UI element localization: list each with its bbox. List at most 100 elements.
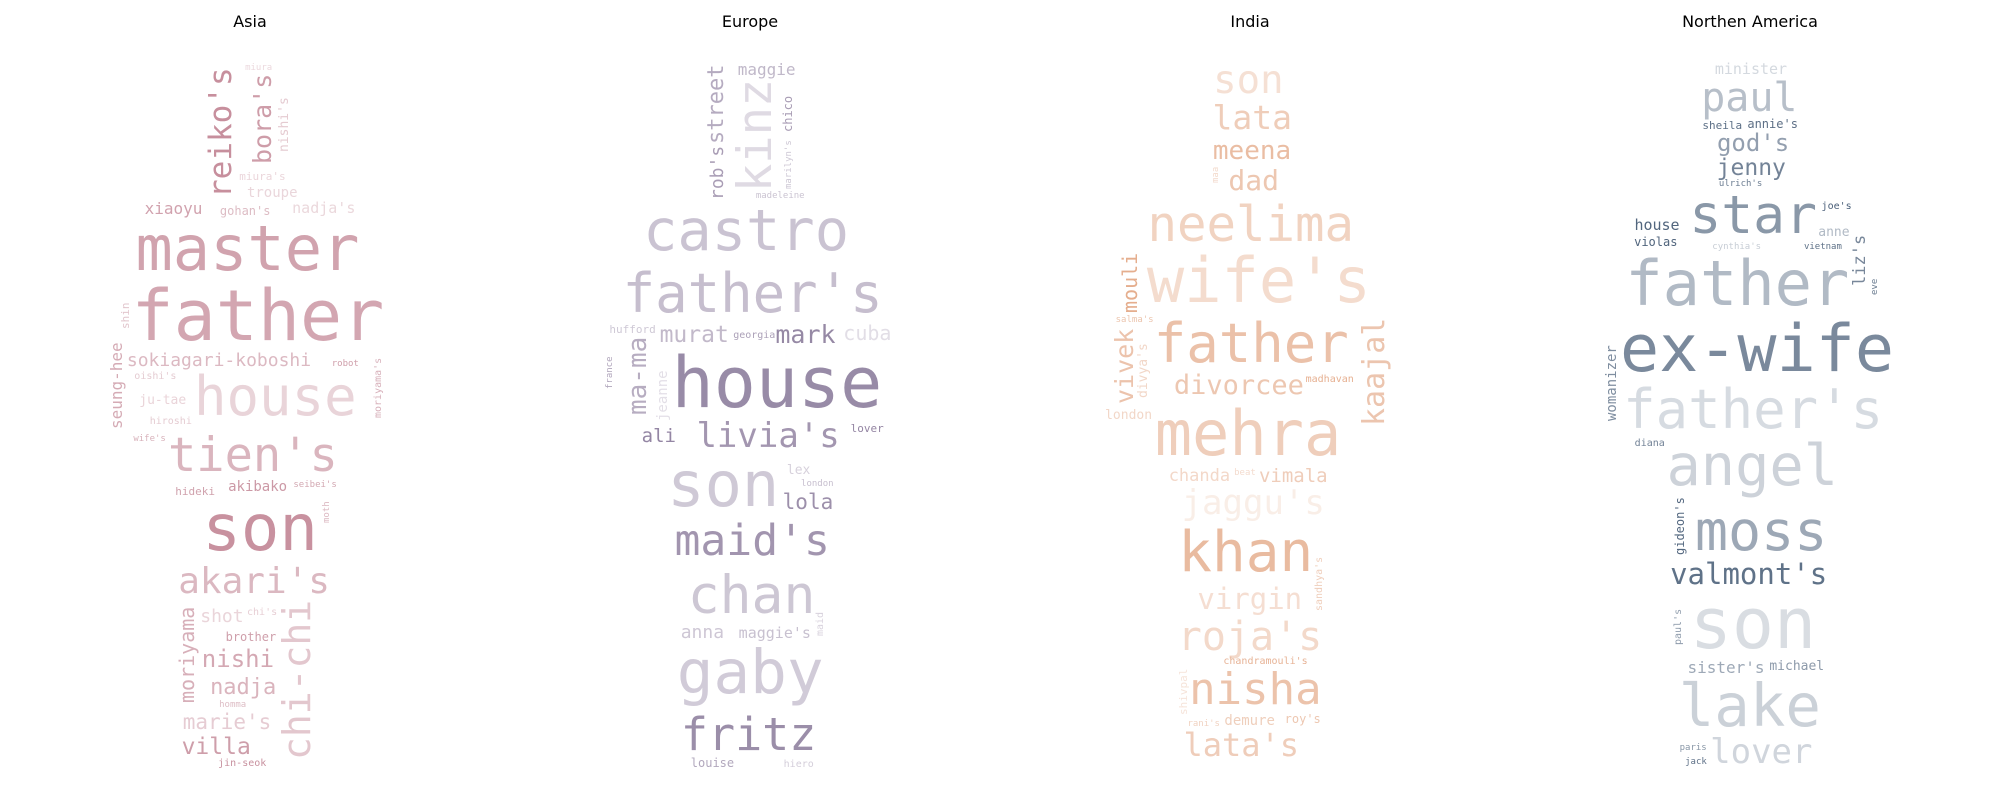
cloud-word: oishi's	[134, 371, 177, 383]
cloud-word: father	[1153, 311, 1349, 375]
cloud-word: seibei's	[293, 480, 337, 491]
cloud-word: hideki	[175, 484, 215, 498]
cloud-word: beat	[1234, 467, 1256, 478]
cloud-word: moss	[1694, 499, 1828, 564]
cloud-word: shot	[200, 606, 244, 628]
cloud-word: livia's	[696, 416, 840, 457]
panel-europe: Europe house son father's gaby castro chan kin…	[500, 0, 1000, 800]
cloud-word: father's	[1623, 377, 1884, 441]
cloud-word: rani's	[1187, 718, 1220, 729]
cloud-word: maid's	[674, 516, 830, 567]
panel-asia: Asia father master house son tien's chi-chi ak…	[0, 0, 500, 800]
cloud-word: ju-tae	[139, 392, 187, 408]
cloud-word: homma	[219, 699, 247, 710]
cloud-word: house	[671, 342, 883, 425]
cloud-word: paris	[1679, 742, 1707, 753]
cloud-word: nadja's	[292, 198, 356, 217]
cloud-word: gohan's	[219, 203, 271, 218]
cloud-word: ma-ma	[622, 336, 653, 415]
cloud-word: mark	[775, 319, 836, 349]
cloud-word: nadja	[210, 675, 277, 701]
cloud-word: liz's	[1850, 235, 1871, 287]
cloud-word: violas	[1634, 234, 1678, 249]
cloud-word: moriyama	[175, 606, 200, 703]
cloud-word: eve	[1869, 278, 1880, 295]
cloud-word: divorcee	[1173, 370, 1304, 401]
panel-title: Northen America	[1682, 12, 1818, 31]
cloud-word: nishi's	[277, 96, 293, 152]
cloud-word: divya's	[1136, 343, 1152, 399]
cloud-word: madhavan	[1305, 374, 1354, 386]
cloud-word: lex	[786, 463, 811, 479]
cloud-word: marilyn's	[784, 140, 795, 190]
cloud-word: miura's	[239, 170, 286, 184]
cloud-word: lata's	[1183, 726, 1300, 765]
cloud-word: neelima	[1147, 195, 1355, 253]
cloud-word: sandhya's	[1314, 556, 1326, 612]
cloud-word: chico	[780, 95, 795, 132]
cloud-word: paul	[1701, 74, 1798, 121]
cloud-word: father	[131, 275, 385, 358]
panel-india: India wife's father mehra khan neelima nisha r…	[1000, 0, 1500, 800]
panel-title: India	[1230, 12, 1270, 31]
cloud-word: wife's	[133, 433, 166, 444]
cloud-word: gideon's	[1672, 497, 1687, 556]
cloud-word: chandramouli's	[1223, 655, 1308, 667]
cloud-word: maggie's	[738, 624, 811, 643]
cloud-word: roy's	[1284, 711, 1321, 726]
cloud-word: dad	[1228, 163, 1279, 197]
cloud-word: xiaoyu	[144, 198, 203, 218]
cloud-word: troupe	[246, 185, 298, 202]
cloud-word: fritz	[680, 708, 817, 762]
cloud-word: vietnam	[1803, 242, 1842, 253]
word-cloud: father master house son tien's chi-chi akari's…	[0, 40, 500, 780]
cloud-word: ulrich's	[1718, 179, 1763, 190]
cloud-word: georgia	[733, 329, 776, 341]
cloud-word: ex-wife	[1620, 312, 1894, 388]
cloud-word: lata	[1212, 97, 1292, 137]
cloud-word: son	[202, 491, 318, 566]
cloud-word: jenny	[1716, 155, 1786, 182]
cloud-word: london	[1105, 408, 1153, 424]
cloud-word: god's	[1716, 129, 1790, 158]
cloud-word: akibako	[228, 479, 288, 496]
cloud-word: lola	[782, 489, 834, 514]
cloud-word: roja's	[1177, 613, 1323, 660]
cloud-word: son	[1689, 583, 1817, 666]
cloud-word: chan	[687, 565, 816, 627]
cloud-word: sheila	[1702, 118, 1743, 132]
word-cloud: house son father's gaby castro chan kinz fritz m…	[500, 40, 1000, 780]
cloud-word: kinz	[727, 78, 783, 193]
cloud-word: nisha	[1189, 663, 1322, 715]
cloud-word: chi-chi	[275, 600, 320, 761]
cloud-word: valmont's	[1670, 557, 1828, 592]
cloud-word: reiko's	[202, 67, 239, 199]
cloud-word: father's	[622, 262, 883, 326]
cloud-word: hufford	[609, 323, 656, 337]
cloud-word: chi's	[247, 606, 278, 618]
cloud-word: maggie	[737, 59, 796, 79]
cloud-word: jin-seok	[218, 758, 267, 770]
cloud-word: shivpal	[1176, 668, 1190, 715]
cloud-word: womanizer	[1603, 345, 1620, 422]
cloud-word: gaby	[676, 636, 824, 708]
cloud-word: nishi	[201, 644, 275, 673]
cloud-word: anne	[1818, 224, 1850, 240]
cloud-word: maa	[1210, 166, 1221, 183]
cloud-word: france	[605, 356, 616, 390]
cloud-word: murat	[659, 321, 729, 348]
cloud-word: ali	[641, 424, 676, 447]
word-cloud: son father father's ex-wife lake angel moss sta…	[1500, 40, 2000, 780]
cloud-word: moriyama's	[372, 357, 384, 419]
cloud-word: angel	[1666, 433, 1839, 500]
panel-title: Asia	[233, 12, 267, 31]
cloud-word: house	[194, 365, 357, 429]
cloud-word: house	[1634, 216, 1680, 235]
cloud-word: vivek	[1109, 329, 1139, 405]
cloud-word: paul's	[1673, 608, 1685, 645]
cloud-word: jack	[1685, 756, 1707, 767]
cloud-word: mehra	[1154, 397, 1342, 471]
cloud-word: cynthia's	[1712, 241, 1762, 252]
cloud-word: hiero	[783, 758, 814, 770]
cloud-word: lover	[1710, 732, 1813, 773]
